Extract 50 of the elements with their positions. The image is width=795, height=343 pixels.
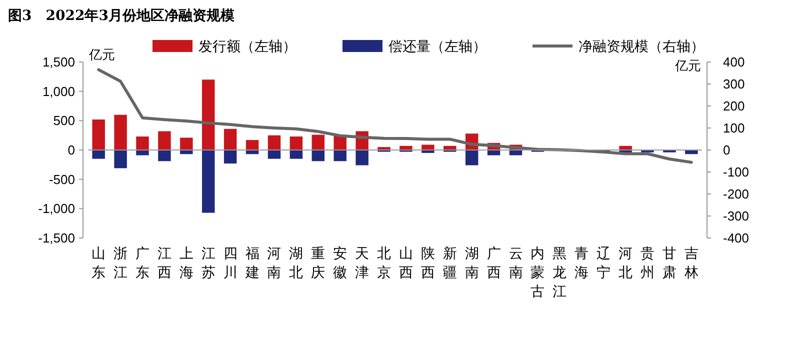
y2-tick-label: -300 [723,208,750,224]
legend-label: 净融资规模（右轴） [578,38,704,54]
x-tick-label: 陕西 [420,245,435,280]
x-tick-label: 广东 [136,245,150,280]
x-tick-label: 甘肃 [662,245,676,280]
x-tick-label: 湖南 [464,245,479,280]
y-tick-label: 1,500 [42,54,75,70]
x-tick-label: 贵州 [640,245,654,280]
y-tick-label: 1,000 [42,84,75,99]
y2-tick-label: 0 [723,142,730,158]
x-tick-label: 山西 [398,245,413,280]
x-tick-label: 江西 [157,245,172,280]
x-tick-label: 湖北 [289,245,304,280]
x-tick-label: 新疆 [442,245,457,280]
legend-label: 发行额（左轴） [198,38,296,54]
legend-label: 偿还量（左轴） [388,38,486,54]
y-tick-label: -1,500 [38,230,75,246]
y2-tick-label: 100 [723,120,745,136]
x-tick-label: 广西 [486,245,501,280]
x-tick-label: 青海 [574,245,589,280]
x-tick-label: 内蒙古 [530,245,545,299]
y2-tick-label: 400 [723,54,745,70]
x-tick-label: 福建 [244,245,260,280]
y2-tick-label: -100 [723,164,750,180]
y-tick-label: 0 [68,142,75,158]
x-tick-label: 云南 [508,245,523,280]
x-tick-label: 上海 [179,245,194,280]
x-tick-label: 辽宁 [596,245,611,280]
y-tick-label: -500 [48,172,75,187]
y2-tick-label: 200 [723,98,745,114]
x-tick-label: 山东 [92,245,106,280]
y2-axis-title: 亿元 [674,58,701,73]
x-tick-label: 河北 [618,245,633,280]
x-tick-label: 重庆 [311,245,326,280]
chart-title: 图3 2022年3月份地区净融资规模 [8,8,236,24]
y2-tick-label: -400 [723,230,750,246]
y-tick-label: 500 [53,113,75,128]
x-tick-label: 北京 [377,245,392,280]
x-tick-label: 四川 [223,245,238,280]
x-tick-label: 浙江 [114,245,128,280]
x-tick-label: 黑龙江 [552,245,567,299]
y2-tick-label: -200 [723,186,750,202]
x-tick-label: 江苏 [201,245,216,280]
x-tick-label: 天津 [355,245,370,280]
y2-tick-label: 300 [723,76,745,92]
y-tick-label: -1,000 [38,201,75,216]
y-axis-title: 亿元 [88,47,115,62]
x-tick-label: 吉林 [683,245,698,280]
x-tick-label: 河南 [267,245,282,280]
x-tick-label: 安徽 [333,245,348,280]
